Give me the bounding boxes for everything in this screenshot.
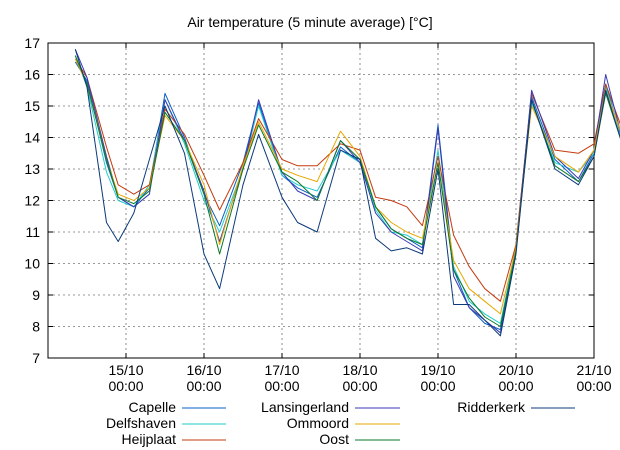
chart-title: Air temperature (5 minute average) [°C] — [187, 14, 432, 30]
legend-label-oost: Oost — [319, 431, 349, 447]
y-tick-label: 11 — [25, 224, 40, 240]
y-tick-label: 12 — [24, 193, 40, 209]
y-tick-label: 14 — [24, 130, 40, 146]
series-line-lansingerland — [74, 49, 620, 334]
x-tick-label-date: 16/10 — [186, 362, 221, 378]
x-tick-label-time: 00:00 — [108, 378, 143, 394]
series-line-heijplaat — [74, 58, 620, 302]
legend: CapelleDelfshavenHeijplaatLansingerlandO… — [106, 399, 575, 447]
x-tick-label-date: 18/10 — [342, 362, 377, 378]
x-tick-label-time: 00:00 — [576, 378, 611, 394]
y-tick-label: 7 — [32, 350, 40, 366]
legend-label-ommoord: Ommoord — [287, 415, 349, 431]
series-line-ommoord — [74, 58, 620, 315]
series-line-capelle — [74, 61, 620, 331]
x-tick-label-date: 21/10 — [576, 362, 611, 378]
x-tick-label-time: 00:00 — [186, 378, 221, 394]
x-tick-label-time: 00:00 — [420, 378, 455, 394]
series-line-delfshaven — [74, 55, 620, 324]
y-tick-label: 16 — [24, 67, 40, 83]
grid-lines — [48, 43, 595, 358]
x-tick-label-date: 17/10 — [264, 362, 299, 378]
y-tick-label: 13 — [24, 161, 40, 177]
legend-label-capelle: Capelle — [129, 399, 177, 415]
axis-ticks: 789101112131415161715/1000:0016/1000:001… — [24, 35, 611, 394]
x-tick-label-time: 00:00 — [264, 378, 299, 394]
x-tick-label-time: 00:00 — [342, 378, 377, 394]
series-lines — [74, 49, 620, 337]
y-tick-label: 17 — [24, 35, 40, 51]
x-tick-label-date: 15/10 — [108, 362, 143, 378]
x-tick-label-time: 00:00 — [498, 378, 533, 394]
series-line-oost — [74, 55, 620, 327]
legend-label-heijplaat: Heijplaat — [122, 431, 177, 447]
legend-label-ridderkerk: Ridderkerk — [457, 399, 526, 415]
legend-label-delfshaven: Delfshaven — [106, 415, 176, 431]
y-tick-label: 8 — [32, 319, 40, 335]
y-tick-label: 15 — [24, 98, 40, 114]
x-tick-label-date: 19/10 — [420, 362, 455, 378]
x-tick-label-date: 20/10 — [498, 362, 533, 378]
legend-label-lansingerland: Lansingerland — [261, 399, 349, 415]
y-tick-label: 9 — [32, 287, 40, 303]
series-line-ridderkerk — [74, 49, 620, 337]
y-tick-label: 10 — [24, 256, 40, 272]
